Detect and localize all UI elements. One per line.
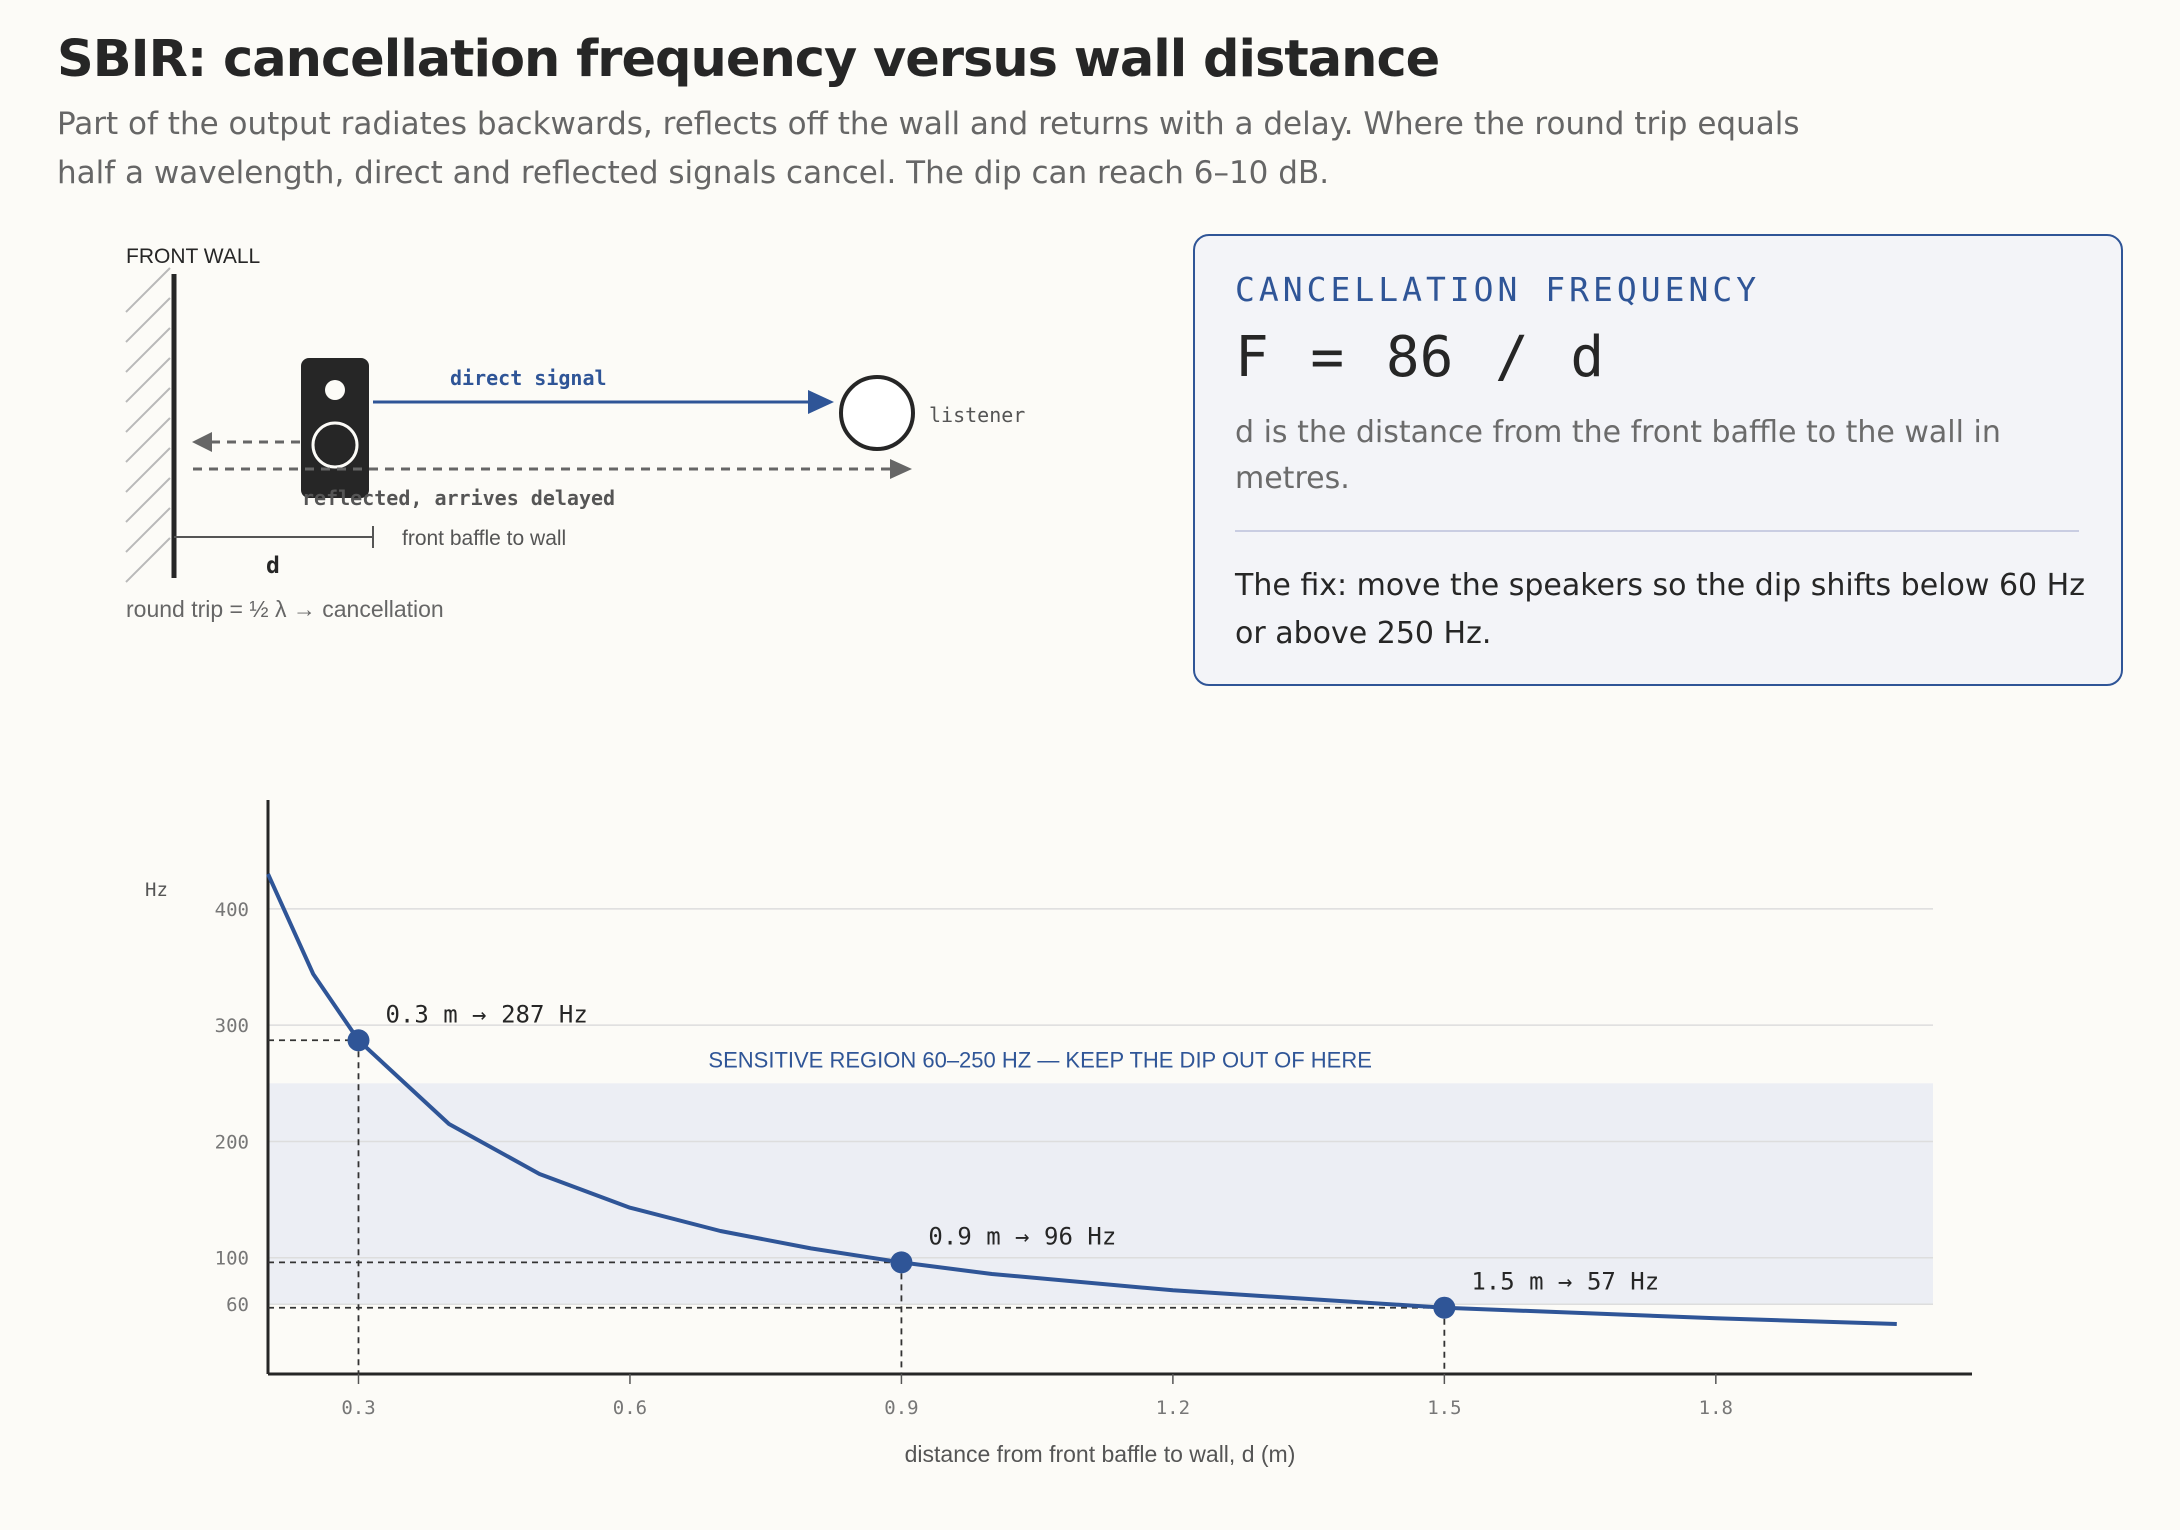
x-tick-label: 0.3 bbox=[341, 1397, 375, 1419]
speaker-woofer bbox=[311, 421, 359, 469]
wall-hatching bbox=[125, 267, 171, 583]
speaker-cabinet bbox=[301, 358, 369, 498]
y-tick-label: 300 bbox=[215, 1015, 249, 1037]
highlight-label: 0.9 m → 96 Hz bbox=[928, 1222, 1116, 1250]
x-tick-label: 1.8 bbox=[1699, 1397, 1733, 1419]
x-tick-label: 1.5 bbox=[1427, 1397, 1461, 1419]
reflected-back-arrowhead bbox=[192, 432, 212, 452]
page-title: SBIR: cancellation frequency versus wall… bbox=[57, 30, 1440, 89]
frequency-chart: SENSITIVE REGION 60–250 HZ — KEEP THE DI… bbox=[0, 780, 2180, 1500]
x-tick-label: 0.9 bbox=[884, 1397, 918, 1419]
reflected-forward-arrow-tip bbox=[890, 459, 912, 479]
front-wall-label: FRONT WALL bbox=[126, 245, 260, 268]
series-line bbox=[266, 873, 1897, 1326]
x-axis-label: distance from front baffle to wall, d (m… bbox=[905, 1441, 1296, 1467]
fix-note: The fix: move the speakers so the dip sh… bbox=[1235, 568, 2085, 651]
listener-icon bbox=[839, 375, 915, 451]
y-tick-label: 400 bbox=[215, 899, 249, 921]
highlight-label: 1.5 m → 57 Hz bbox=[1471, 1268, 1659, 1296]
y-tick-label: 60 bbox=[226, 1294, 249, 1316]
x-tick-label: 0.6 bbox=[613, 1397, 647, 1419]
speaker-tweeter bbox=[325, 380, 345, 400]
direct-signal-label: direct signal bbox=[450, 366, 607, 390]
reflected-forward-arrowhead bbox=[830, 459, 833, 479]
direct-signal-arrowhead bbox=[808, 390, 834, 414]
y-tick-label: 100 bbox=[215, 1248, 249, 1270]
formula-text: F = 86 / d bbox=[1235, 325, 1605, 390]
frequency-chart-svg: SENSITIVE REGION 60–250 HZ — KEEP THE DI… bbox=[145, 800, 1972, 1467]
sensitive-band-label: SENSITIVE REGION 60–250 HZ — KEEP THE DI… bbox=[708, 1047, 1371, 1072]
highlight-point bbox=[890, 1251, 913, 1274]
y-tick-label: 200 bbox=[215, 1131, 249, 1153]
formula-card: CANCELLATION FREQUENCY F = 86 / d d is t… bbox=[1193, 234, 2123, 686]
distance-d-label: d bbox=[266, 553, 280, 579]
baffle-distance-label: front baffle to wall bbox=[402, 527, 566, 550]
x-tick-label: 1.2 bbox=[1156, 1397, 1190, 1419]
card-divider bbox=[1235, 530, 2079, 532]
sbir-diagram-svg: FRONT WALL direct signal listener reflec… bbox=[125, 245, 1025, 622]
highlight-point bbox=[1433, 1296, 1456, 1319]
sbir-diagram: FRONT WALL direct signal listener reflec… bbox=[100, 230, 1100, 650]
reflected-label: reflected, arrives delayed bbox=[302, 486, 615, 510]
page-subtitle: Part of the output radiates backwards, r… bbox=[57, 106, 1800, 191]
sensitive-band bbox=[268, 1083, 1933, 1305]
round-trip-caption: round trip = ½ λ → cancellation bbox=[126, 596, 444, 622]
highlight-label: 0.3 m → 287 Hz bbox=[385, 1000, 587, 1028]
listener-label: listener bbox=[929, 403, 1025, 427]
formula-card-kicker: CANCELLATION FREQUENCY bbox=[1235, 270, 1761, 309]
formula-description: d is the distance from the front baffle … bbox=[1235, 415, 2001, 496]
highlight-point bbox=[347, 1029, 370, 1052]
y-axis-label: Hz bbox=[145, 879, 168, 901]
